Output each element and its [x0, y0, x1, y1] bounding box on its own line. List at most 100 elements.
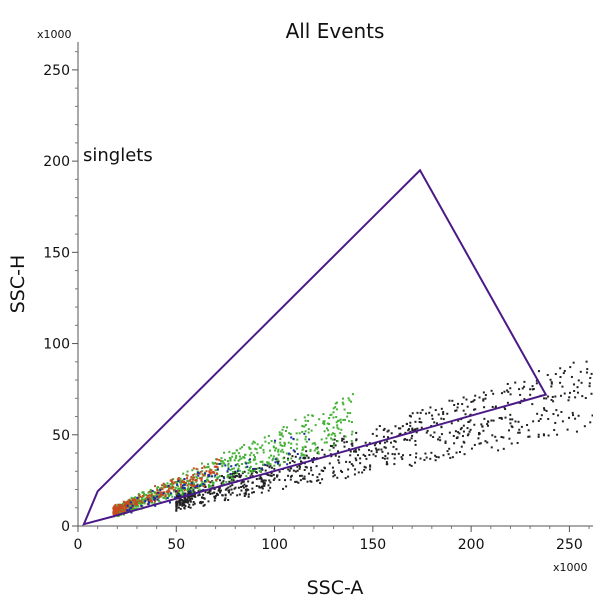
event-dot: [332, 432, 335, 435]
event-dot: [457, 419, 460, 422]
event-dot: [367, 449, 370, 452]
event-dot: [527, 435, 530, 438]
event-dot: [235, 455, 238, 458]
event-dot: [399, 432, 402, 435]
event-dot: [188, 503, 191, 506]
event-dot: [156, 495, 159, 498]
event-dot: [244, 493, 247, 496]
event-dot: [242, 456, 245, 459]
y-tick-label: 50: [52, 428, 70, 444]
event-dot: [406, 438, 409, 441]
event-dot: [334, 402, 337, 405]
event-dot: [363, 465, 366, 468]
event-dot: [349, 412, 352, 415]
event-dot: [568, 391, 571, 394]
event-dot: [174, 486, 177, 489]
event-dot: [282, 487, 285, 490]
event-dot: [262, 480, 265, 483]
event-dot: [214, 461, 217, 464]
event-dot: [421, 409, 424, 412]
event-dot: [198, 493, 201, 496]
event-dot: [199, 500, 202, 503]
event-dot: [222, 462, 225, 465]
event-dot: [168, 501, 171, 504]
event-dot: [200, 496, 203, 499]
event-dot: [170, 482, 173, 485]
event-dot: [301, 430, 304, 433]
event-dot: [247, 495, 250, 498]
event-dot: [439, 439, 442, 442]
event-dot: [320, 438, 323, 441]
y-tick-label: 0: [61, 519, 70, 535]
event-dot: [327, 429, 330, 432]
event-dot: [209, 468, 212, 471]
event-dot: [220, 474, 223, 477]
event-dot: [260, 467, 263, 470]
event-dot: [297, 481, 300, 484]
event-dot: [243, 492, 246, 495]
event-dot: [322, 420, 325, 423]
event-dot: [186, 499, 189, 502]
event-dot: [249, 454, 252, 457]
event-dot: [286, 457, 289, 460]
event-dot: [117, 512, 120, 515]
event-dot: [279, 450, 282, 453]
event-dot: [259, 460, 262, 463]
event-dot: [238, 469, 241, 472]
event-dot: [251, 481, 254, 484]
event-dot: [393, 453, 396, 456]
event-dot: [277, 453, 280, 456]
event-dot: [357, 454, 360, 457]
event-dot: [456, 436, 459, 439]
event-dot: [390, 441, 393, 444]
event-dot: [332, 407, 335, 410]
event-dot: [228, 491, 231, 494]
event-dot: [381, 456, 384, 459]
event-dot: [550, 385, 553, 388]
event-dot: [495, 439, 498, 442]
event-dot: [559, 394, 562, 397]
event-dot: [131, 508, 134, 511]
event-dot: [226, 470, 229, 473]
event-dot: [363, 468, 366, 471]
event-dot: [291, 455, 294, 458]
event-dot: [177, 477, 180, 480]
event-dot: [120, 504, 123, 507]
event-dot: [287, 458, 290, 461]
event-dot: [145, 496, 148, 499]
event-dot: [336, 450, 339, 453]
event-dot: [224, 494, 227, 497]
event-dot: [554, 395, 557, 398]
event-dot: [201, 501, 204, 504]
event-dot: [178, 499, 181, 502]
event-dot: [144, 500, 147, 503]
event-dot: [482, 399, 485, 402]
event-dot: [255, 485, 258, 488]
event-dot: [461, 403, 464, 406]
event-dot: [270, 472, 273, 475]
event-dot: [234, 475, 237, 478]
event-dot: [121, 503, 124, 506]
event-dot: [143, 500, 146, 503]
event-dot: [315, 479, 318, 482]
event-dot: [130, 499, 133, 502]
event-dot: [243, 470, 246, 473]
event-dot: [216, 476, 219, 479]
event-dot: [526, 424, 529, 427]
event-dot: [207, 465, 210, 468]
event-dot: [350, 400, 353, 403]
event-dot: [510, 442, 513, 445]
event-dot: [141, 496, 144, 499]
event-dot: [400, 456, 403, 459]
event-dot: [172, 482, 175, 485]
event-dot: [292, 449, 295, 452]
event-dot: [135, 503, 138, 506]
event-dot: [350, 421, 353, 424]
event-dot: [428, 411, 431, 414]
event-dot: [440, 407, 443, 410]
event-dot: [133, 498, 136, 501]
event-dot: [303, 416, 306, 419]
event-dot: [440, 433, 443, 436]
event-dot: [531, 403, 534, 406]
gate-polygon[interactable]: [82, 168, 548, 526]
